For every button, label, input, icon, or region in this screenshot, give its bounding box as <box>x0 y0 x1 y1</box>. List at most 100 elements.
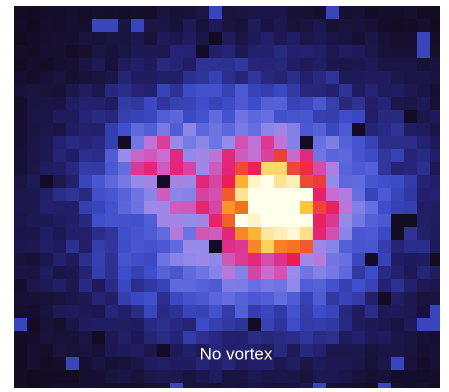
pixel <box>365 110 378 123</box>
pixel <box>14 6 27 19</box>
pixel <box>157 97 170 110</box>
pixel <box>326 292 339 305</box>
pixel <box>196 227 209 240</box>
pixel <box>40 214 53 227</box>
pixel <box>378 110 391 123</box>
pixel <box>66 97 79 110</box>
pixel <box>14 32 27 45</box>
pixel <box>222 214 235 227</box>
pixel <box>196 201 209 214</box>
pixel <box>27 331 40 344</box>
pixel <box>313 110 326 123</box>
pixel <box>53 58 66 71</box>
pixel <box>339 32 352 45</box>
pixel <box>209 331 222 344</box>
pixel <box>170 318 183 331</box>
pixel <box>235 71 248 84</box>
pixel <box>287 162 300 175</box>
pixel <box>79 383 92 388</box>
pixel <box>417 214 430 227</box>
pixel <box>339 240 352 253</box>
pixel <box>183 32 196 45</box>
pixel <box>209 45 222 58</box>
pixel <box>27 162 40 175</box>
pixel <box>300 344 313 357</box>
pixel <box>66 266 79 279</box>
pixel <box>235 175 248 188</box>
pixel <box>14 253 27 266</box>
pixel <box>404 357 417 370</box>
pixel <box>131 279 144 292</box>
pixel <box>92 214 105 227</box>
pixel <box>118 292 131 305</box>
pixel <box>183 266 196 279</box>
pixel <box>326 240 339 253</box>
image: No vortex <box>0 0 449 392</box>
pixel <box>352 344 365 357</box>
pixel <box>417 370 430 383</box>
pixel <box>287 97 300 110</box>
pixel <box>183 201 196 214</box>
pixel <box>157 292 170 305</box>
pixel <box>274 136 287 149</box>
pixel <box>196 214 209 227</box>
pixel <box>365 344 378 357</box>
pixel <box>313 188 326 201</box>
pixel <box>352 123 365 136</box>
pixel <box>352 84 365 97</box>
pixel <box>170 84 183 97</box>
pixel <box>287 58 300 71</box>
pixel <box>66 214 79 227</box>
pixel <box>248 370 261 383</box>
pixel <box>157 6 170 19</box>
pixel <box>391 279 404 292</box>
pixel <box>79 123 92 136</box>
pixel <box>79 162 92 175</box>
pixel <box>157 19 170 32</box>
pixel <box>105 227 118 240</box>
pixel <box>235 97 248 110</box>
pixel <box>157 305 170 318</box>
pixel <box>235 292 248 305</box>
pixel <box>66 292 79 305</box>
pixel <box>274 149 287 162</box>
pixel <box>417 32 430 45</box>
pixel <box>196 266 209 279</box>
pixel <box>391 357 404 370</box>
pixel <box>144 149 157 162</box>
pixel <box>183 357 196 370</box>
pixel <box>391 162 404 175</box>
pixel <box>40 71 53 84</box>
pixel <box>183 45 196 58</box>
pixel <box>352 305 365 318</box>
pixel <box>326 214 339 227</box>
pixel <box>40 305 53 318</box>
pixel <box>326 305 339 318</box>
pixel <box>274 214 287 227</box>
pixel <box>209 84 222 97</box>
pixel <box>352 110 365 123</box>
pixel <box>404 344 417 357</box>
pixel <box>79 344 92 357</box>
pixel <box>261 279 274 292</box>
pixel <box>417 292 430 305</box>
pixel <box>118 266 131 279</box>
pixel <box>27 357 40 370</box>
pixel <box>365 357 378 370</box>
pixel <box>274 266 287 279</box>
pixel <box>339 279 352 292</box>
pixel <box>144 58 157 71</box>
pixel <box>170 201 183 214</box>
pixel <box>53 162 66 175</box>
pixel <box>144 240 157 253</box>
pixel <box>53 97 66 110</box>
pixel <box>131 188 144 201</box>
pixel <box>326 383 339 388</box>
pixel <box>66 32 79 45</box>
pixel <box>352 58 365 71</box>
pixel <box>326 331 339 344</box>
pixel <box>261 214 274 227</box>
pixel <box>326 45 339 58</box>
pixel <box>365 6 378 19</box>
pixel <box>391 383 404 388</box>
